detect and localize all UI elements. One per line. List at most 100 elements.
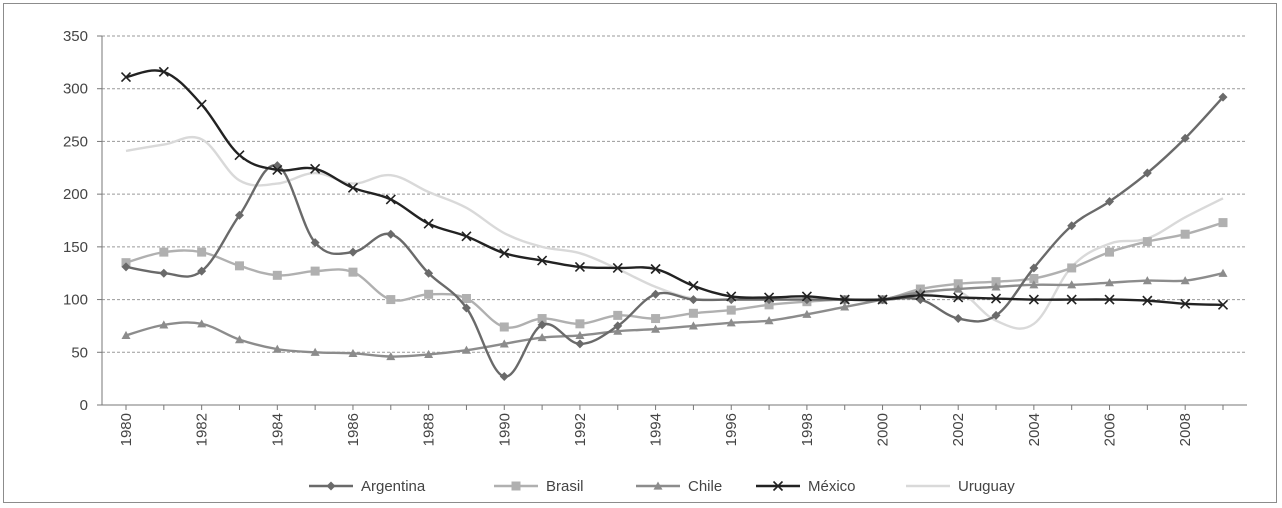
data-point: [1218, 218, 1228, 228]
data-point: [197, 266, 207, 276]
data-point: [386, 352, 396, 361]
data-point: [386, 229, 396, 239]
data-point: [953, 279, 963, 289]
legend-label: Argentina: [361, 478, 426, 495]
data-point: [196, 99, 207, 110]
data-point: [423, 218, 434, 229]
x-tick-label: 2002: [950, 413, 967, 446]
data-point: [234, 261, 244, 271]
data-point: [726, 305, 736, 315]
data-point: [575, 330, 585, 340]
data-point: [1180, 133, 1190, 143]
data-point: [1218, 268, 1228, 277]
data-point: [726, 291, 737, 302]
data-point: [120, 72, 132, 83]
data-point: [575, 339, 585, 349]
data-point: [1029, 273, 1039, 283]
data-point: [537, 320, 547, 330]
data-point: [764, 292, 775, 303]
y-tick-label: 200: [63, 186, 88, 203]
data-point: [764, 316, 774, 325]
y-tick-label: 300: [63, 81, 88, 98]
x-tick-label: 1980: [118, 413, 135, 446]
data-point: [613, 310, 623, 320]
series-mxico: [120, 66, 1229, 310]
data-point: [1067, 221, 1077, 231]
data-point: [1104, 294, 1115, 305]
legend-swatch-marker: [772, 480, 784, 492]
data-point: [499, 322, 509, 332]
series-lines: [120, 66, 1229, 382]
data-point: [348, 247, 358, 257]
data-point: [1217, 299, 1229, 310]
data-point: [1028, 294, 1039, 305]
legend-swatch-marker: [653, 481, 663, 490]
data-point: [651, 324, 661, 333]
data-point: [991, 277, 1001, 287]
y-tick-label: 350: [63, 28, 88, 45]
data-point: [310, 266, 320, 276]
x-tick-label: 1998: [799, 413, 816, 446]
data-point: [953, 284, 963, 293]
data-point: [537, 314, 547, 324]
legend-item-chile: Chile: [636, 478, 722, 495]
legend-label: Brasil: [546, 478, 584, 495]
legend: Argentina Brasil Chile México Uruguay: [309, 478, 1015, 495]
series-line: [125, 96, 1224, 378]
data-point: [651, 289, 661, 299]
data-point: [499, 339, 509, 348]
data-point: [1067, 263, 1077, 273]
data-point: [159, 268, 169, 278]
data-point: [915, 290, 926, 301]
x-tick-label: 1988: [421, 413, 438, 446]
data-point: [1180, 298, 1191, 309]
data-point: [310, 163, 321, 174]
y-tick-label: 250: [63, 133, 88, 150]
data-point: [650, 263, 661, 275]
data-point: [272, 270, 282, 280]
data-point: [461, 303, 471, 313]
data-point: [991, 282, 1001, 291]
legend-item-mxico: México: [756, 478, 856, 495]
x-tick-label: 1986: [345, 413, 362, 446]
data-point: [802, 309, 812, 318]
y-tick-label: 100: [63, 292, 88, 309]
data-point: [1218, 92, 1228, 102]
data-point: [461, 345, 471, 354]
data-point: [537, 333, 547, 342]
chart-frame: 0 50 100 150 200 250 300 350 1980 1982 1984 1986 19…: [3, 3, 1277, 503]
x-tick-label: 1992: [572, 413, 589, 446]
data-point: [159, 247, 169, 257]
data-point: [347, 182, 359, 193]
data-point: [953, 292, 964, 303]
y-tick-label: 50: [71, 344, 88, 361]
data-point: [1067, 280, 1077, 289]
data-point: [234, 210, 244, 220]
data-point: [1105, 197, 1115, 207]
data-point: [424, 268, 434, 278]
data-point: [121, 262, 131, 272]
legend-item-uruguay: Uruguay: [906, 478, 1015, 495]
data-point: [613, 321, 623, 331]
data-point: [688, 321, 698, 330]
data-point: [461, 231, 472, 242]
series-line: [125, 69, 1224, 307]
axes: [101, 36, 1247, 406]
x-tick-label: 2000: [875, 413, 892, 446]
data-point: [613, 326, 623, 335]
data-point: [1029, 263, 1039, 273]
data-point: [310, 238, 320, 248]
data-point: [348, 267, 358, 277]
data-point: [385, 194, 396, 205]
x-tick-label: 1982: [194, 413, 211, 446]
data-point: [197, 319, 207, 328]
data-point: [424, 349, 434, 358]
data-point: [272, 164, 283, 175]
data-point: [348, 348, 358, 357]
x-tick-label: 1984: [269, 413, 286, 446]
data-point: [688, 308, 698, 318]
data-point: [1105, 278, 1115, 287]
data-point: [877, 294, 888, 305]
data-point: [310, 347, 320, 356]
data-point: [1066, 294, 1077, 305]
